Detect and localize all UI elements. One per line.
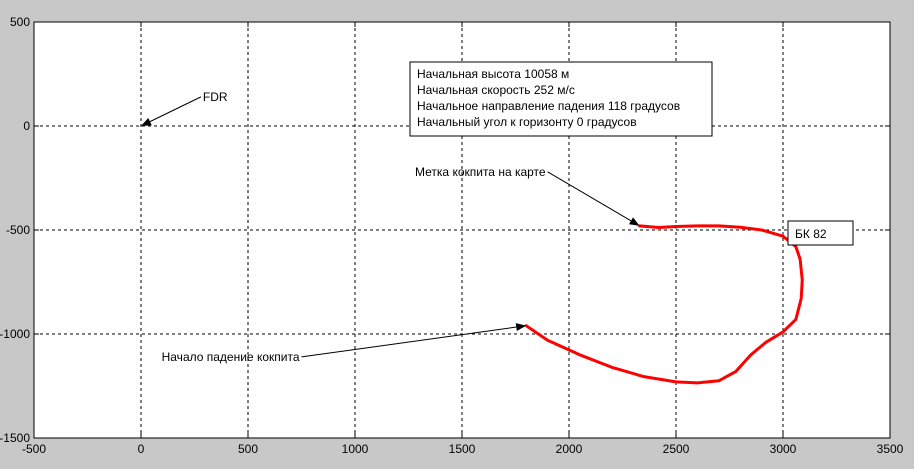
label-box: БК 82 [787,220,854,246]
x-tick-label: 3000 [770,442,797,456]
info-box-frame [409,61,713,137]
x-tick-label: 3500 [877,442,904,456]
x-tick-label: 1500 [449,442,476,456]
x-tick-label: 0 [138,442,145,456]
x-tick-label: 1000 [342,442,369,456]
annotation-arrow [547,171,632,222]
x-tick-label: 2500 [663,442,690,456]
annotation-arrowhead [628,217,640,226]
ticks: -500 0 500 1000 1500 2000 2500 3000 3500 -1500 -10… [0,15,904,456]
info-line-speed: Начальная скорость 252 м/с [417,83,575,97]
trajectory-line [524,224,804,385]
x-tick-label: 2000 [556,442,583,456]
x-tick-label: 500 [238,442,258,456]
y-tick-label: 500 [10,15,30,29]
info-line-altitude: Начальная высота 10058 м [417,67,569,81]
label-box-text: БК 82 [795,227,827,241]
y-tick-label: -500 [6,223,30,237]
x-tick-label: -500 [22,442,46,456]
info-box: Начальная высота 10058 м Начальная скоро… [409,61,713,137]
label-box-frame [787,220,854,246]
annotation-label: Начало падение кокпита [162,350,300,364]
annotation-arrow [149,96,202,123]
annotation-arrowhead [141,118,152,126]
annotation-label: FDR [203,90,228,104]
y-tick-label: 0 [23,119,30,133]
annotation-arrow [301,326,517,358]
annotation-label: Метка кокпита на карте [415,165,546,179]
info-line-direction: Начальное направление падения 118 градус… [417,99,680,113]
info-line-angle: Начальный угол к горизонту 0 градусов [417,115,637,129]
annotations: FDR Метка кокпита на карте Начало падение … [141,90,640,364]
series-layer [524,224,804,385]
y-tick-label: -1500 [0,431,30,445]
y-tick-label: -1000 [0,327,30,341]
annotation-arrowhead [515,323,527,332]
